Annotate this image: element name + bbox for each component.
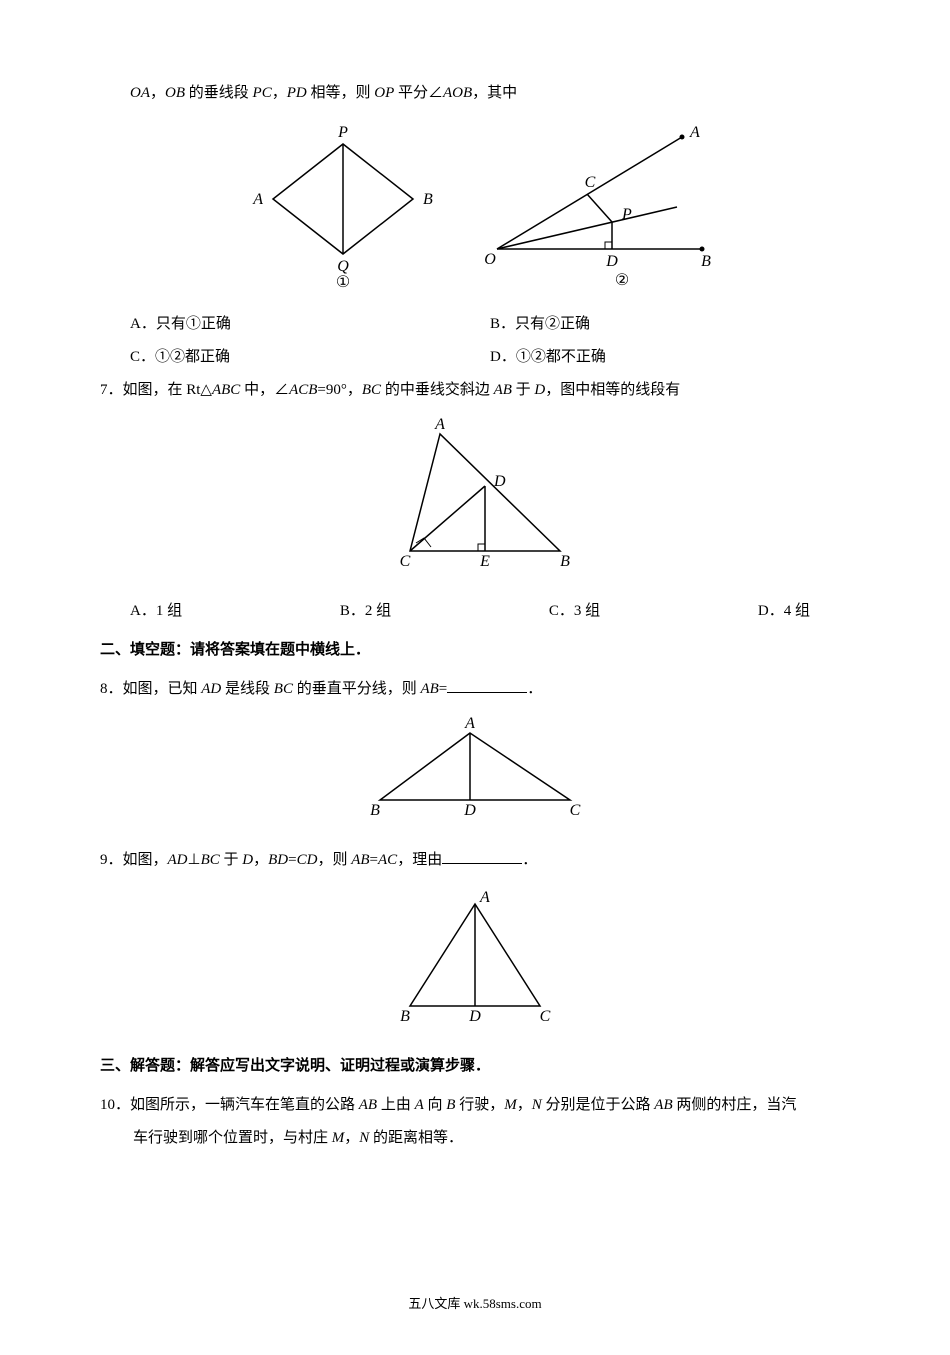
q7-optD: D．4 组 — [758, 598, 810, 625]
q7: 7．如图，在 Rt△ABC 中，∠ACB=90°，BC 的中垂线交斜边 AB 于… — [100, 377, 850, 625]
q6d2-O: O — [484, 251, 496, 268]
q6-diagram1: P A B Q ① — [228, 119, 458, 289]
q8-B: B — [370, 802, 380, 819]
q9-C: C — [540, 1008, 551, 1025]
q10: 10．如图所示，一辆汽车在笔直的公路 AB 上由 A 向 B 行驶，M，N 分别… — [100, 1092, 850, 1152]
q6d2-D: D — [605, 253, 618, 270]
q7-B: B — [560, 553, 570, 570]
q8-blank — [447, 678, 527, 693]
q7-A: A — [434, 416, 445, 433]
q7-C: C — [400, 553, 411, 570]
q6-optD: D．①②都不正确 — [490, 344, 850, 371]
q6d1-A: A — [252, 191, 263, 208]
q6d1-Q: Q — [337, 258, 349, 275]
footer: 五八文库 wk.58sms.com — [100, 1292, 850, 1315]
q9: 9．如图，AD⊥BC 于 D，BD=CD，则 AB=AC，理由． A B D C — [100, 847, 850, 1041]
q6d2-A: A — [689, 124, 700, 141]
q6-optC: C．①②都正确 — [130, 344, 490, 371]
intro-text: OA，OB 的垂线段 PC，PD 相等，则 OP 平分∠AOB，其中 — [130, 85, 517, 101]
q9-diagram-wrap: A B D C — [100, 886, 850, 1041]
q9-D: D — [468, 1008, 481, 1025]
q6d1-B: B — [423, 191, 433, 208]
q6d1-P: P — [337, 124, 348, 141]
q6-optB: B．只有②正确 — [490, 311, 850, 338]
section3-title: 三、解答题：解答应写出文字说明、证明过程或演算步骤． — [100, 1053, 850, 1080]
q6-options-row1: A．只有①正确 B．只有②正确 — [130, 311, 850, 338]
q8-D: D — [463, 802, 476, 819]
q9-text: 9．如图，AD⊥BC 于 D，BD=CD，则 AB=AC，理由． — [100, 847, 850, 874]
q7-optA: A．1 组 — [130, 598, 182, 625]
q7-optB: B．2 组 — [340, 598, 391, 625]
q9-B: B — [400, 1008, 410, 1025]
q6d2-P: P — [621, 206, 632, 223]
q8-C: C — [570, 802, 581, 819]
q10-text: 10．如图所示，一辆汽车在笔直的公路 AB 上由 A 向 B 行驶，M，N 分别… — [100, 1092, 850, 1119]
q6d2-C: C — [585, 174, 596, 191]
q6d1-circle: ① — [336, 274, 350, 289]
q7-options: A．1 组 B．2 组 C．3 组 D．4 组 — [130, 598, 850, 625]
q7-text: 7．如图，在 Rt△ABC 中，∠ACB=90°，BC 的中垂线交斜边 AB 于… — [100, 377, 850, 404]
q6-diagram2: A C P O D B ② — [462, 119, 722, 289]
q6-optA: A．只有①正确 — [130, 311, 490, 338]
q6-options-row2: C．①②都正确 D．①②都不正确 — [130, 344, 850, 371]
q7-D: D — [493, 473, 506, 490]
q10-line2: 车行驶到哪个位置时，与村庄 M，N 的距离相等． — [133, 1125, 850, 1152]
q9-A: A — [479, 889, 490, 906]
q7-optC: C．3 组 — [549, 598, 600, 625]
q8-A: A — [464, 715, 475, 732]
q6-diagram-container: P A B Q ① A C P O D B ② — [100, 119, 850, 299]
q7-diagram-wrap: A D C E B — [100, 416, 850, 586]
intro-line: OA，OB 的垂线段 PC，PD 相等，则 OP 平分∠AOB，其中 — [100, 80, 850, 107]
section2-title: 二、填空题：请将答案填在题中横线上． — [100, 637, 850, 664]
q9-blank — [442, 849, 522, 864]
q9-diagram: A B D C — [380, 886, 570, 1031]
q8-diagram-wrap: A B D C — [100, 715, 850, 835]
q7-E: E — [479, 553, 490, 570]
q8-diagram: A B D C — [355, 715, 595, 825]
q6d2-B: B — [701, 253, 711, 270]
q8-text: 8．如图，已知 AD 是线段 BC 的垂直平分线，则 AB=． — [100, 676, 850, 703]
q6d2-circle: ② — [615, 272, 629, 289]
q8: 8．如图，已知 AD 是线段 BC 的垂直平分线，则 AB=． A B D C — [100, 676, 850, 835]
q7-diagram: A D C E B — [370, 416, 580, 576]
